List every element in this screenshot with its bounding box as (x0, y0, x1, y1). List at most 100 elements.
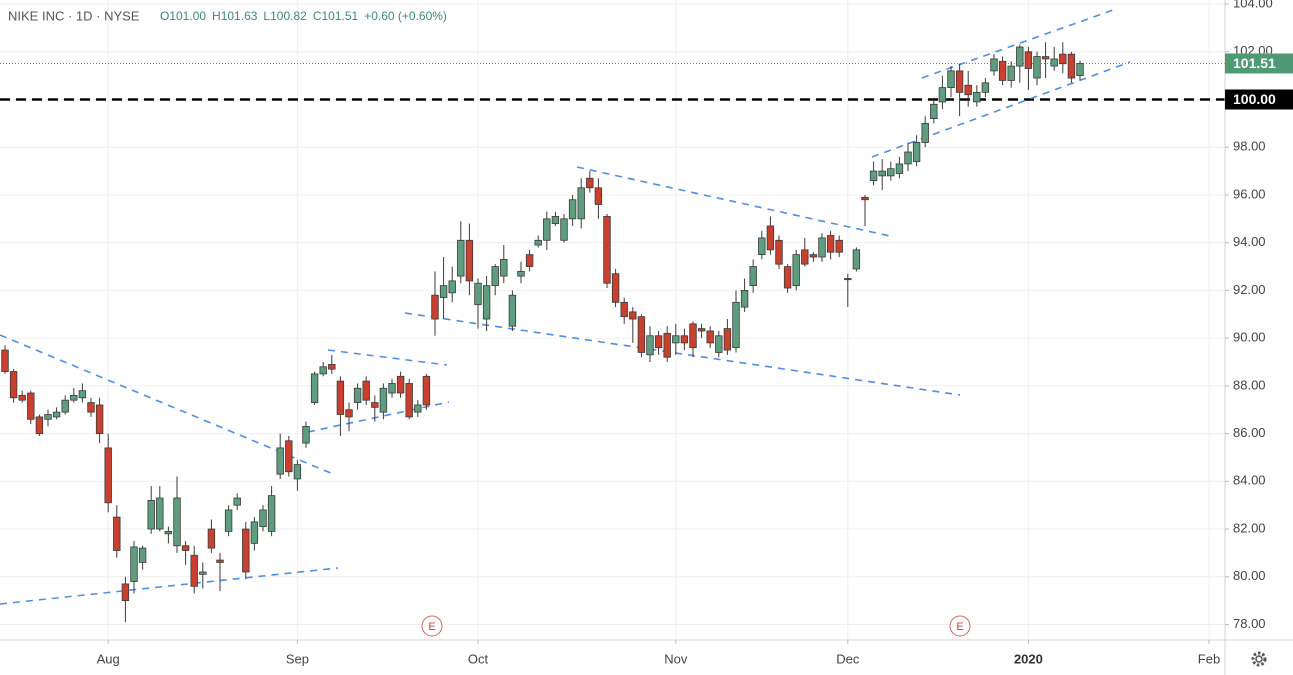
candle-body (190, 554, 198, 587)
candle-body (826, 235, 835, 253)
candle-body (448, 280, 456, 294)
candle-body (104, 447, 112, 504)
gear-center (1255, 655, 1263, 663)
candle-body (78, 390, 87, 399)
candle-body (35, 416, 44, 434)
candle-body (267, 495, 276, 532)
price-label: 101.51 (1233, 55, 1276, 71)
candle-body (921, 122, 929, 143)
candle-body (629, 311, 637, 320)
x-tick-label: Oct (468, 651, 489, 666)
candle-body (1076, 63, 1084, 77)
candle-body (783, 266, 792, 289)
candle-body (302, 426, 310, 444)
candle-body (242, 528, 250, 573)
candle-body (310, 373, 319, 403)
symbol-title: NIKE INC · 1D · NYSE (8, 8, 140, 23)
candle-body (560, 218, 568, 241)
x-tick-label: Nov (664, 651, 688, 666)
axis-labels: 78.00 80.00 82.00 84.00 86.00 88.00 90.00 92.00… (97, 0, 1293, 666)
candle-body (758, 237, 766, 256)
candle-body (586, 177, 594, 189)
candle-body (259, 509, 267, 528)
trendline (0, 567, 339, 605)
y-tick-label: 104.00 (1233, 0, 1273, 10)
candle-body (328, 363, 336, 370)
candle-body (706, 330, 714, 344)
earnings-label: E (428, 621, 435, 633)
candle-body (775, 239, 783, 265)
candle-body (973, 91, 981, 103)
candle-body (801, 249, 809, 265)
candle-body (568, 199, 577, 220)
trendline (576, 166, 891, 237)
candle-body (792, 254, 800, 287)
candle-body (319, 366, 327, 375)
candle-body (371, 402, 379, 408)
candle-body (70, 395, 78, 401)
candle-body (637, 316, 646, 353)
candle-body (164, 531, 173, 535)
candle-body (199, 571, 207, 575)
candle-body (1033, 56, 1041, 79)
candle-body (207, 528, 216, 549)
candle-body (981, 82, 990, 93)
candle-body (130, 546, 138, 582)
candle-body (500, 258, 508, 277)
candle-body (439, 285, 448, 298)
candle-body (912, 142, 921, 162)
candle-body (250, 521, 259, 544)
candle-body (362, 380, 370, 401)
y-tick-label: 84.00 (1233, 473, 1266, 488)
candle-body (422, 375, 431, 406)
y-tick-label: 86.00 (1233, 425, 1266, 440)
plot-area (1, 42, 1084, 623)
candle-body (603, 216, 611, 284)
candle-body (388, 383, 396, 394)
candle-body (95, 404, 104, 434)
candle-body (457, 239, 465, 277)
candle-body (414, 404, 422, 413)
candle-body (147, 500, 155, 530)
settings-icon[interactable] (1251, 651, 1267, 667)
candle-body (508, 294, 517, 327)
candle-body (654, 335, 663, 349)
candle-body (27, 392, 35, 420)
y-tick-label: 98.00 (1233, 139, 1266, 154)
candle-body (887, 168, 895, 177)
candle-body (938, 87, 947, 103)
candle-body (809, 254, 818, 258)
candle-body (474, 282, 482, 306)
candle-body (723, 328, 732, 351)
candle-body (964, 84, 972, 96)
candle-body (594, 187, 603, 205)
candle-body (431, 294, 439, 320)
candle-body (216, 559, 224, 563)
y-tick-label: 94.00 (1233, 234, 1266, 249)
candle-body (869, 170, 878, 182)
candle-body (396, 375, 405, 394)
candle-body (680, 335, 689, 344)
y-tick-label: 88.00 (1233, 377, 1266, 392)
candle-body (336, 380, 345, 415)
ohlc-value: O101.00 (160, 9, 206, 23)
candle-body (895, 163, 904, 174)
candle-body (379, 387, 388, 413)
candle-body (276, 447, 284, 475)
x-tick-label: Dec (836, 651, 860, 666)
gear-teeth (1251, 651, 1267, 667)
candle-body (138, 547, 147, 563)
candle-body (930, 103, 938, 119)
candle-body (646, 335, 654, 356)
candle-body (672, 335, 680, 344)
candle-body (345, 409, 353, 418)
candle-body (732, 301, 740, 349)
candle-body (818, 237, 826, 258)
candle-body (87, 402, 95, 413)
candle-body (1041, 56, 1050, 60)
candle-body (1024, 51, 1033, 69)
x-tick-label: Aug (97, 651, 120, 666)
candle-body (697, 328, 706, 332)
candle-body (18, 395, 26, 401)
price-label: 100.00 (1233, 91, 1276, 107)
